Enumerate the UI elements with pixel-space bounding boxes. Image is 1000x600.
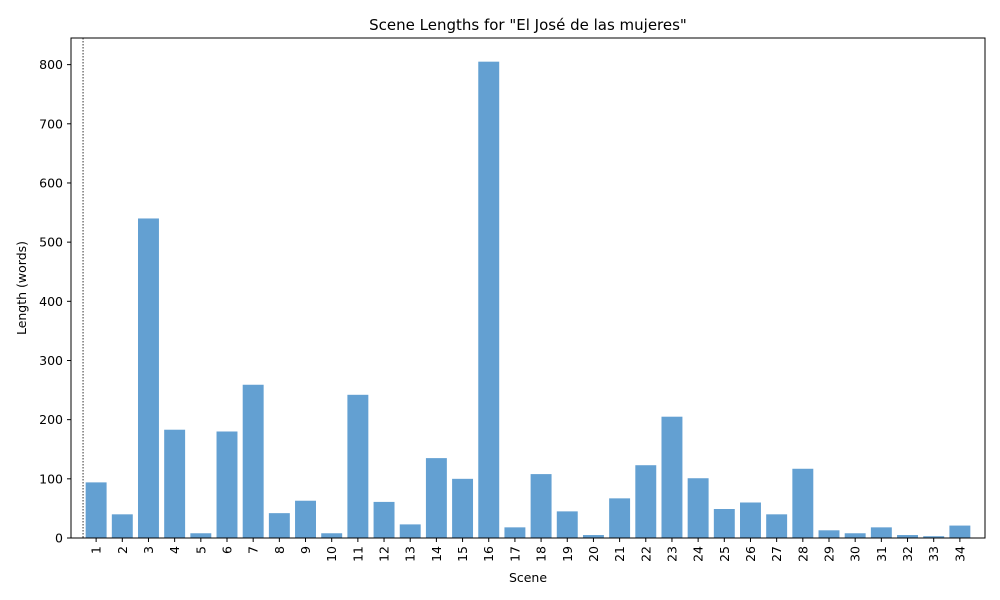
bar-scene-2 xyxy=(111,514,133,538)
x-tick-label: 23 xyxy=(664,546,679,562)
bar-scene-7 xyxy=(242,384,264,538)
x-tick-label: 25 xyxy=(717,546,732,562)
chart-title: Scene Lengths for "El José de las mujere… xyxy=(369,16,687,34)
y-tick-label: 200 xyxy=(39,412,63,427)
bar-scene-20 xyxy=(582,535,604,538)
y-axis-label: Length (words) xyxy=(14,241,29,335)
x-tick-label: 11 xyxy=(350,546,365,562)
x-tick-label: 1 xyxy=(89,546,104,554)
bar-scene-25 xyxy=(713,509,735,538)
bar-scene-29 xyxy=(818,530,840,538)
x-tick-label: 29 xyxy=(822,546,837,562)
x-tick-label: 16 xyxy=(481,546,496,562)
x-tick-label: 34 xyxy=(952,546,967,562)
x-tick-label: 28 xyxy=(795,546,810,562)
y-tick-label: 0 xyxy=(55,531,63,546)
x-tick-label: 6 xyxy=(219,546,234,554)
bars-group xyxy=(85,61,971,538)
x-tick-label: 12 xyxy=(377,546,392,562)
x-tick-label: 32 xyxy=(900,546,915,562)
bar-scene-26 xyxy=(740,502,761,538)
bar-scene-21 xyxy=(609,498,631,538)
bar-scene-23 xyxy=(661,416,683,538)
bar-scene-16 xyxy=(478,61,500,538)
x-tick-label: 27 xyxy=(769,546,784,562)
bar-scene-5 xyxy=(190,533,212,538)
x-tick-label: 8 xyxy=(272,546,287,554)
bar-scene-28 xyxy=(792,468,814,538)
x-tick-label: 30 xyxy=(848,546,863,562)
x-tick-label: 24 xyxy=(691,546,706,562)
x-tick-label: 19 xyxy=(560,546,575,562)
bar-scene-19 xyxy=(556,511,578,538)
x-tick-label: 15 xyxy=(455,546,470,562)
x-axis-ticks: 1 2 3 4 5 6 7 8 9 10 11 12 13 14 15 16 17 18 19 20 21 22 23 24 2… xyxy=(89,538,967,562)
bar-scene-17 xyxy=(504,527,526,538)
x-tick-label: 10 xyxy=(324,546,339,562)
x-tick-label: 18 xyxy=(534,546,549,562)
y-tick-label: 400 xyxy=(39,294,63,309)
plot-frame xyxy=(70,37,986,539)
y-tick-label: 500 xyxy=(39,235,63,250)
y-tick-label: 600 xyxy=(39,175,63,190)
x-tick-label: 17 xyxy=(507,546,522,562)
x-tick-label: 13 xyxy=(403,546,418,562)
y-tick-label: 100 xyxy=(39,471,63,486)
x-tick-label: 5 xyxy=(193,546,208,554)
bar-scene-14 xyxy=(425,458,447,538)
bar-scene-27 xyxy=(766,514,788,538)
bar-scene-13 xyxy=(399,524,421,538)
bar-scene-11 xyxy=(347,394,369,538)
y-tick-label: 300 xyxy=(39,353,63,368)
x-tick-label: 33 xyxy=(926,546,941,562)
bar-scene-24 xyxy=(687,478,709,538)
y-tick-label: 800 xyxy=(39,57,63,72)
bar-scene-31 xyxy=(870,527,892,538)
bar-scene-34 xyxy=(949,525,971,538)
x-tick-label: 2 xyxy=(115,546,130,554)
x-tick-label: 26 xyxy=(743,546,758,562)
bar-scene-10 xyxy=(321,533,343,538)
x-axis-label: Scene xyxy=(509,570,547,585)
x-tick-label: 9 xyxy=(298,546,313,554)
bar-scene-33 xyxy=(923,536,945,538)
x-tick-label: 31 xyxy=(874,546,889,562)
bar-scene-18 xyxy=(530,474,552,538)
x-tick-label: 22 xyxy=(638,546,653,562)
bar-scene-30 xyxy=(844,533,866,538)
y-tick-label: 700 xyxy=(39,116,63,131)
bar-scene-1 xyxy=(85,482,107,538)
x-tick-label: 4 xyxy=(167,546,182,554)
x-tick-label: 14 xyxy=(429,546,444,562)
bar-scene-15 xyxy=(452,478,474,538)
bar-scene-6 xyxy=(216,431,238,538)
x-tick-label: 3 xyxy=(141,546,156,554)
x-tick-label: 7 xyxy=(246,546,261,554)
x-tick-label: 20 xyxy=(586,546,601,562)
x-tick-label: 21 xyxy=(612,546,627,562)
bar-scene-8 xyxy=(268,513,290,538)
bar-scene-12 xyxy=(373,501,395,538)
bar-scene-22 xyxy=(635,465,657,538)
bar-scene-3 xyxy=(138,218,159,538)
y-axis-ticks: 0 100 200 300 400 500 600 700 800 xyxy=(39,57,71,546)
bar-scene-4 xyxy=(164,429,186,538)
bar-scene-9 xyxy=(295,500,316,538)
bar-scene-32 xyxy=(897,535,918,538)
